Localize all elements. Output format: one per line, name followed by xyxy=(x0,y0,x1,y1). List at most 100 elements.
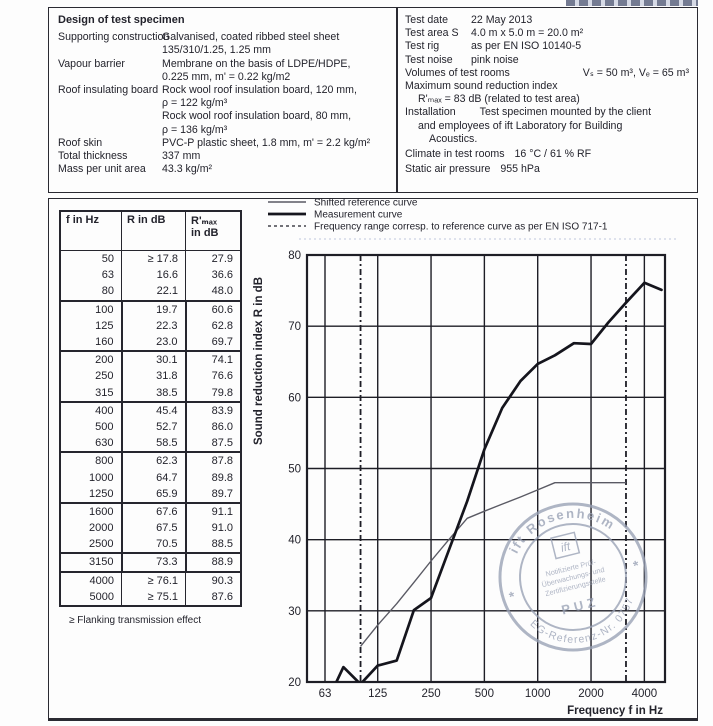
design-of-test-specimen-section: Design of test specimen Supporting const… xyxy=(58,14,388,176)
x-tick-label: 125 xyxy=(368,688,387,700)
table-row: 2000 67.5 91.0 xyxy=(60,520,241,537)
legend-label: Shifted reference curve xyxy=(314,198,418,209)
rmax-value-cell: 89.8 xyxy=(184,469,241,486)
table-row: 1000 64.7 89.8 xyxy=(60,469,241,486)
r-value-cell: 38.5 xyxy=(120,384,186,402)
stamp-puz-text: PUZ xyxy=(560,594,601,618)
x-tick-label: 2000 xyxy=(578,688,604,700)
spec-value-line: Membrane on the basis of LDPE/HDPE, xyxy=(162,57,351,70)
y-tick-label: 40 xyxy=(288,535,301,547)
freq-cell: 2500 xyxy=(89,538,114,551)
freq-cell: 50 xyxy=(101,253,114,266)
y-tick-label: 70 xyxy=(288,321,301,333)
freq-cell: 315 xyxy=(95,386,114,399)
legend-label: Measurement curve xyxy=(314,210,403,221)
plot-frame xyxy=(305,253,667,684)
legend-label: Frequency range corresp. to reference cu… xyxy=(314,222,608,233)
info-row-test-area: Test area S 4.0 m x 5.0 m = 20.0 m² xyxy=(405,27,584,40)
r-value-cell: 16.6 xyxy=(121,267,186,284)
x-tick-label: 500 xyxy=(475,688,494,700)
spec-row-roof-insulating-board: Roof insulating board Rock wool roof ins… xyxy=(58,84,388,137)
col-header-frequency: f in Hz xyxy=(60,211,122,251)
y-tick-label: 20 xyxy=(288,677,301,689)
shifted-reference-curve xyxy=(359,482,626,647)
y-axis-title: Sound reduction index R in dB xyxy=(253,277,265,445)
rmax-value-cell: 74.1 xyxy=(184,350,241,369)
spec-value-line: 0.225 mm, m' = 0.22 kg/m2 xyxy=(162,70,291,83)
sound-reduction-table: f in Hz R in dB R'ₘₐₓ in dB 50 ≥ 17.8 27.9… xyxy=(59,210,242,607)
info-row-installation: Installation Test specimen mounted by th… xyxy=(405,106,652,119)
freq-cell: 1600 xyxy=(60,501,122,520)
y-tick-label: 50 xyxy=(288,464,301,476)
table-row: 4000 ≥ 76.1 90.3 xyxy=(60,571,241,589)
y-tick-label: 60 xyxy=(288,392,301,404)
table-header-row: f in Hz R in dB R'ₘₐₓ in dB xyxy=(60,211,241,251)
freq-cell: 125 xyxy=(95,319,114,332)
table-row: 400 45.4 83.9 xyxy=(60,400,241,419)
table-row: 800 62.3 87.8 xyxy=(60,451,241,470)
r-value-cell: ≥ 75.1 xyxy=(121,588,186,606)
table-row: 63 16.6 36.6 xyxy=(60,267,241,284)
spec-value-line: Rock wool roof insulation board, 80 mm, xyxy=(162,110,352,123)
rmax-value-cell: 91.0 xyxy=(184,520,241,537)
rmax-value-cell: 60.6 xyxy=(184,299,241,318)
rmax-value-cell: 36.6 xyxy=(185,267,241,284)
r-value-cell: 62.3 xyxy=(120,451,186,470)
stamp-ift-logo-text: ift xyxy=(559,539,572,555)
r-value-cell: 23.0 xyxy=(120,333,186,352)
table-row: 50 ≥ 17.8 27.9 xyxy=(60,250,241,268)
rmax-value-cell: 90.3 xyxy=(185,571,241,589)
x-tick-label: 63 xyxy=(319,688,332,700)
table-row: 1600 67.6 91.1 xyxy=(60,501,241,520)
r-value-cell: 30.1 xyxy=(120,350,186,369)
info-row-volumes: Volumes of test rooms Vₛ = 50 m³, Vₑ = 6… xyxy=(405,66,689,79)
x-tick-label: 4000 xyxy=(632,688,658,700)
rmax-value-cell: 48.0 xyxy=(185,283,241,301)
info-row-pressure: Static air pressure 955 hPa xyxy=(405,163,540,176)
freq-cell: 160 xyxy=(95,336,114,349)
spec-value-line: Rock wool roof insulation board, 120 mm, xyxy=(162,84,357,97)
table-row: 3150 73.3 88.9 xyxy=(60,552,241,573)
freq-cell: 1000 xyxy=(89,471,114,484)
r-value-cell: 52.7 xyxy=(120,418,186,436)
stamp-inner-circle xyxy=(519,523,627,631)
freq-cell: 500 xyxy=(95,420,114,433)
installation-line2: and employees of ift Laboratory for Buil… xyxy=(418,119,623,132)
section-title: Design of test specimen xyxy=(58,14,185,26)
freq-cell: 4000 xyxy=(89,574,114,587)
rmax-value-cell: 83.9 xyxy=(184,400,241,419)
r-value-cell: 45.4 xyxy=(120,400,186,419)
rmax-value-cell: 87.6 xyxy=(185,588,241,606)
rmax-value-cell: 88.5 xyxy=(184,536,241,554)
flanking-transmission-footnote: ≥ Flanking transmission effect xyxy=(69,615,202,626)
x-axis-title: Frequency f in Hz xyxy=(567,705,663,717)
rmax-value-cell: 69.7 xyxy=(184,333,241,352)
results-box: f in Hz R in dB R'ₘₐₓ in dB 50 ≥ 17.8 27.9… xyxy=(48,198,698,721)
info-row-test-noise: Test noise pink noise xyxy=(405,53,519,66)
r-value-cell: 70.5 xyxy=(120,536,186,554)
rmax-value-cell: 91.1 xyxy=(184,501,241,520)
table-row: 315 38.5 79.8 xyxy=(60,384,241,402)
spec-value-line: ρ = 136 kg/m³ xyxy=(162,123,228,136)
r-value-cell: 67.5 xyxy=(120,520,186,537)
y-tick-label: 30 xyxy=(288,606,301,618)
rmax-value-cell: 87.5 xyxy=(184,435,241,453)
spec-value-line: PVC-P plastic sheet, 1.8 mm, m' = 2.2 kg… xyxy=(162,136,371,149)
test-conditions-section: Test date 22 May 2013 Test area S 4.0 m … xyxy=(405,14,689,176)
spec-value-line: 337 mm xyxy=(162,150,201,163)
table-row: 2500 70.5 88.5 xyxy=(60,536,241,554)
r-value-cell: ≥ 76.1 xyxy=(121,571,186,589)
rmax-value-cell: 79.8 xyxy=(184,384,241,402)
freq-cell: 400 xyxy=(60,400,122,419)
measurement-curve xyxy=(334,281,663,682)
stamp-ift-logo-box xyxy=(550,531,581,560)
r-value-cell: 22.3 xyxy=(120,317,186,334)
stamp-outer-circle xyxy=(498,502,648,652)
freq-cell: 200 xyxy=(60,350,122,369)
table-row: 200 30.1 74.1 xyxy=(60,350,241,369)
table-row: 125 22.3 62.8 xyxy=(60,317,241,334)
x-tick-label: 1000 xyxy=(525,688,551,700)
r-value-cell: 31.8 xyxy=(120,368,186,385)
